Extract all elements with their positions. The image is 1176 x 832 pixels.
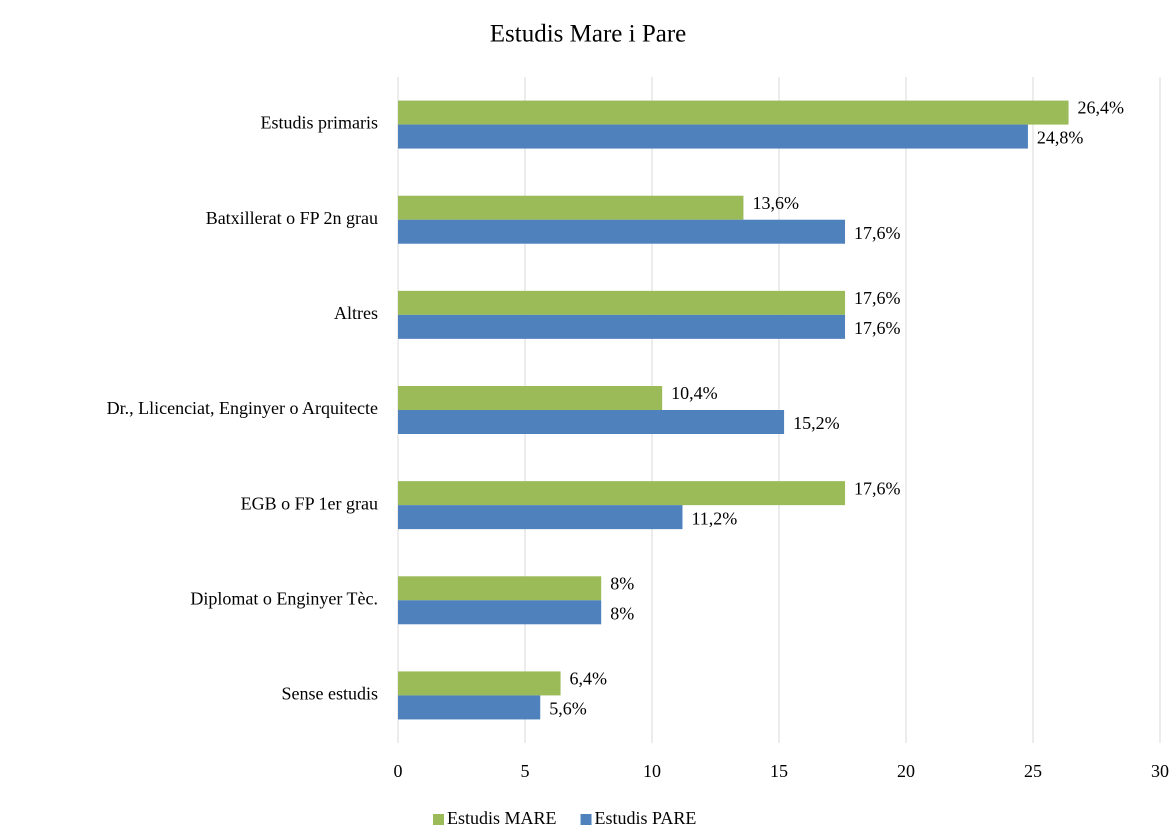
y-tick-label: Sense estudis [282, 684, 379, 704]
x-tick-label: 10 [643, 761, 661, 781]
value-label: 17,6% [854, 478, 901, 498]
bar [398, 290, 846, 315]
y-tick-label: Diplomat o Enginyer Tèc. [190, 588, 378, 608]
x-tick-label: 0 [394, 761, 403, 781]
y-tick-label: Dr., Llicenciat, Enginyer o Arquitecte [107, 398, 378, 418]
bar [398, 386, 663, 410]
value-label: 17,6% [854, 288, 901, 308]
bar [398, 219, 846, 244]
value-label: 24,8% [1037, 128, 1084, 148]
bar [398, 576, 602, 601]
bar [398, 481, 846, 506]
value-label: 5,6% [549, 699, 587, 719]
value-label: 11,2% [691, 508, 737, 528]
y-tick-label: Altres [334, 303, 378, 323]
bar [398, 505, 683, 530]
legend-swatch [580, 814, 592, 825]
legend-swatch [433, 814, 444, 825]
value-label: 17,6% [854, 223, 901, 243]
value-label: 8% [610, 573, 634, 593]
value-label: 13,6% [752, 193, 799, 213]
bar [398, 124, 1028, 149]
value-label: 10,4% [671, 383, 718, 403]
value-label: 15,2% [793, 413, 840, 433]
bar [398, 314, 846, 339]
y-tick-label: Estudis primaris [261, 113, 379, 133]
bar [398, 671, 561, 696]
x-tick-label: 15 [770, 761, 788, 781]
bar [398, 195, 744, 220]
x-tick-label: 30 [1151, 761, 1169, 781]
chart-title: Estudis Mare i Pare [490, 21, 686, 48]
legend-label: Estudis MARE [447, 808, 557, 828]
x-tick-label: 5 [521, 761, 530, 781]
x-tick-label: 25 [1024, 761, 1042, 781]
value-label: 6,4% [570, 669, 608, 689]
legend-label: Estudis PARE [595, 808, 697, 828]
value-label: 8% [610, 603, 634, 623]
bar [398, 100, 1069, 125]
y-tick-label: Batxillerat o FP 2n grau [206, 208, 378, 228]
x-tick-label: 20 [897, 761, 915, 781]
value-label: 17,6% [854, 318, 901, 338]
bar [398, 695, 541, 720]
bar [398, 600, 602, 625]
value-label: 26,4% [1078, 98, 1125, 118]
y-tick-label: EGB o FP 1er grau [241, 493, 378, 513]
bar [398, 410, 785, 434]
